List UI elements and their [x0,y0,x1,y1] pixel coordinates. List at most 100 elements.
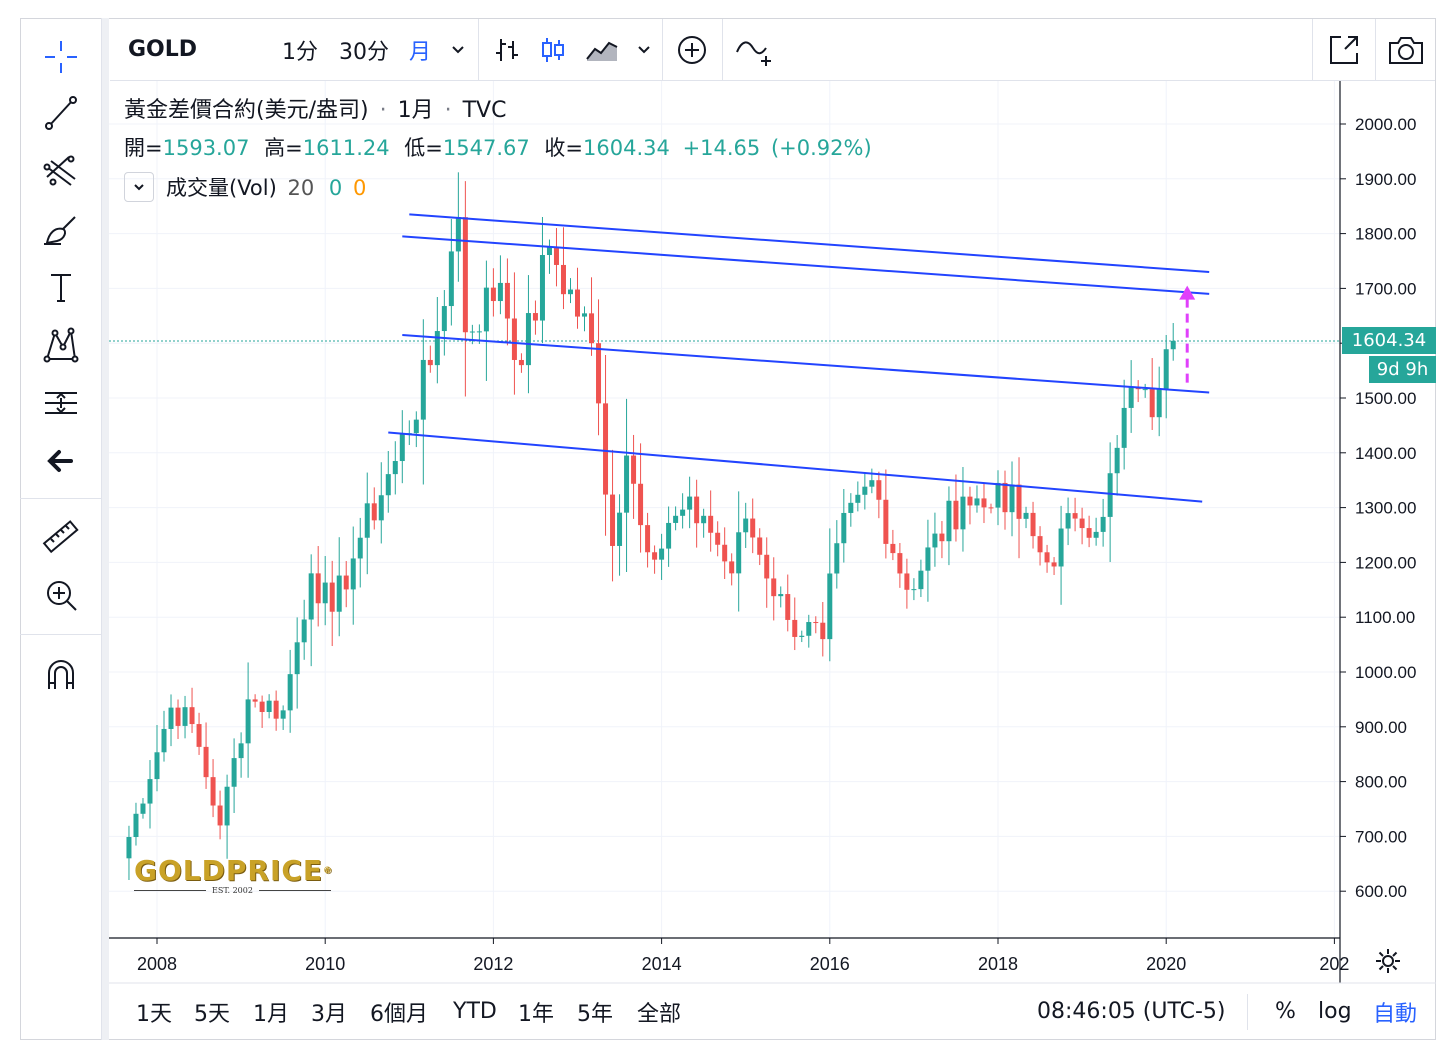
candle-body [876,480,882,500]
trend-line [388,431,1203,503]
candle-body [813,622,819,624]
candle-body [525,313,531,366]
candle-body [217,805,223,826]
range-5y[interactable]: 5年 [577,1001,613,1027]
brush-icon[interactable] [20,204,102,254]
candle-body [441,306,447,332]
settings-gear-icon[interactable] [1373,946,1403,976]
candle-body [371,503,377,521]
low-value: 1547.67 [442,136,530,160]
candlestick-series [126,172,1176,880]
trend-line-icon[interactable] [20,88,102,138]
interval-dropdown[interactable] [450,19,466,80]
interval-30m[interactable]: 30分 [339,39,389,65]
y-tick-label: 1000.00 [1355,663,1416,682]
candle-body [133,813,139,838]
compare-icon[interactable] [734,19,774,80]
candle-body [890,543,896,554]
crosshair-icon[interactable] [20,32,102,82]
candle-body [399,433,405,462]
range-1y[interactable]: 1年 [518,1001,554,1027]
candles-icon[interactable] [538,19,568,80]
candle-body [1065,513,1071,529]
candle-body [834,543,840,574]
ruler-icon[interactable] [20,512,102,562]
candle-body [869,480,875,487]
candle-body [603,403,609,495]
chart-style-dropdown[interactable] [636,19,652,80]
candle-body [1093,531,1099,538]
candle-body [974,498,980,506]
auto-scale-toggle[interactable]: 自動 [1373,1001,1418,1027]
change-percent: (+0.92%) [770,136,872,160]
candle-body [680,509,686,516]
range-ytd[interactable]: YTD [453,999,497,1024]
candle-body [1163,349,1169,389]
candle-body [638,483,644,526]
trend-lines[interactable] [388,213,1210,503]
interval-1m[interactable]: 1分 [282,39,318,65]
candle-body [1149,389,1155,418]
text-tool-icon[interactable] [20,262,102,312]
range-5d[interactable]: 5天 [194,1001,230,1027]
open-value: 1593.07 [162,136,250,160]
legend-ohlc-row: 開=1593.07 高=1611.24 低=1547.67 收=1604.34 … [124,132,872,162]
change-value: +14.65 [682,136,761,160]
chevron-down-icon [452,45,464,53]
range-all[interactable]: 全部 [637,1001,682,1027]
candle-body [1002,482,1008,513]
candle-body [883,499,889,544]
legend-title-row[interactable]: 黃金差價合約(美元/盎司) · 1月 · TVC [124,92,506,124]
symbol-search[interactable]: GOLD [128,37,198,62]
range-1d[interactable]: 1天 [136,1001,172,1027]
range-6m[interactable]: 6個月 [370,1001,428,1027]
interval-monthly[interactable]: 月 [409,39,432,65]
bar-chart-icon[interactable] [492,19,522,80]
candle-body [1079,518,1085,529]
back-arrow-icon[interactable] [20,436,102,486]
candle-body [1016,484,1022,519]
candle-body [378,495,384,521]
y-tick-label: 1800.00 [1355,225,1416,244]
candle-body [1030,512,1036,537]
zoom-in-icon[interactable] [20,570,102,620]
log-scale-toggle[interactable]: log [1318,999,1352,1024]
area-chart-icon[interactable] [584,19,620,80]
add-indicator-icon[interactable] [676,19,708,80]
drawing-toolbar [20,18,102,1040]
candle-body [1107,473,1113,517]
legend-volume-row[interactable]: 成交量(Vol) 20 0 0 [166,172,366,202]
candle-body [490,287,496,302]
range-3m[interactable]: 3月 [311,1001,347,1027]
candle-body [988,507,994,509]
trend-line [409,213,1210,273]
candle-body [799,635,805,637]
projection-arrow[interactable] [1179,285,1196,383]
price-axis[interactable]: 2000.001900.001800.001700.001600.001500.… [1340,115,1416,901]
logo-registered: ® [323,866,334,876]
candle-body [743,518,749,533]
magnet-icon[interactable] [20,650,102,700]
candle-body [455,217,461,252]
logo-est: EST. 2002 [212,886,253,895]
candle-body [750,518,756,538]
candle-body [946,500,952,542]
x-tick-label: 2014 [642,954,682,974]
candle-body [911,589,917,591]
range-1m[interactable]: 1月 [253,1001,289,1027]
volume-collapse-toggle[interactable] [124,172,154,202]
candle-body [652,552,658,560]
time-axis[interactable]: 2008 2010 2012 2014 2016 2018 2020 202 [137,938,1349,974]
x-tick-label: 2010 [305,954,345,974]
y-tick-label: 1100.00 [1355,608,1415,627]
pattern-icon[interactable] [20,320,102,370]
fullscreen-icon[interactable] [1327,19,1361,80]
percent-scale-toggle[interactable]: % [1275,999,1296,1024]
clock-timezone[interactable]: 08:46:05 (UTC-5) [1037,999,1226,1024]
candle-body [210,777,216,806]
measure-tools-icon[interactable] [20,378,102,428]
pitchfork-icon[interactable] [20,146,102,196]
volume-length: 20 [287,176,315,200]
snapshot-icon[interactable] [1387,19,1425,80]
